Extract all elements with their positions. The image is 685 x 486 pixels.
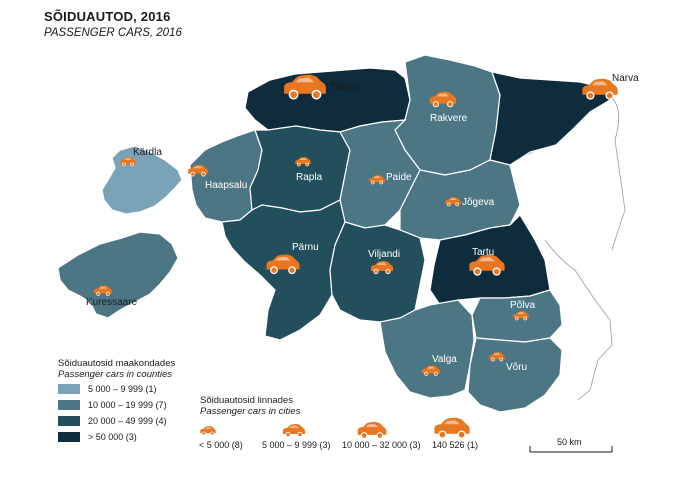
- city-label: Narva: [612, 73, 639, 84]
- city-label: Rakvere: [430, 113, 468, 124]
- legend-swatch: [58, 400, 80, 410]
- legend-swatch: [58, 416, 80, 426]
- city-label: Jõgeva: [462, 197, 495, 208]
- city-label: Rapla: [296, 172, 323, 183]
- car-icon-large: [357, 421, 387, 440]
- county-saare: [57, 231, 179, 319]
- cities-legend-label: 140 526 (1): [432, 440, 479, 450]
- city-label: Tartu: [472, 247, 494, 258]
- cities-legend-label: 10 000 – 32 000 (3): [342, 440, 421, 450]
- cities-legend-label: < 5 000 (8): [199, 440, 243, 450]
- county-rapla: [249, 125, 351, 213]
- border-outline: [607, 94, 626, 251]
- cities-legend-label: 5 000 – 9 999 (3): [262, 440, 331, 450]
- scale-bar-label: 50 km: [557, 437, 582, 447]
- city-label: Põlva: [510, 300, 535, 311]
- scale-bar: [529, 446, 613, 453]
- county-ida-viru: [489, 71, 611, 166]
- county-parnu: [221, 199, 346, 341]
- legend-class-1: 5 000 – 9 999 (1): [58, 382, 157, 396]
- city-label: Tallinn: [330, 82, 358, 93]
- city-label: Paide: [386, 172, 412, 183]
- legend-class-4: > 50 000 (3): [58, 430, 137, 444]
- cities-legend-heading: Sõiduautosid linnades Passenger cars in …: [200, 395, 301, 417]
- map-subtitle: PASSENGER CARS, 2016: [44, 27, 182, 39]
- map-title: SÕIDUAUTOD, 2016: [44, 9, 171, 24]
- car-icon-xlarge: [433, 416, 471, 439]
- counties-legend-heading: Sõiduautosid maakondades Passenger cars …: [58, 358, 176, 380]
- county-laane: [189, 129, 263, 223]
- legend-class-2: 10 000 – 19 999 (7): [58, 398, 167, 412]
- city-label: Haapsalu: [205, 180, 247, 191]
- city-label: Kuressaare: [86, 297, 138, 308]
- county-voru: [467, 337, 563, 413]
- legend-class-3: 20 000 – 49 999 (4): [58, 414, 167, 428]
- city-label: Viljandi: [368, 249, 400, 260]
- legend-swatch: [58, 384, 80, 394]
- city-label: Valga: [432, 354, 457, 365]
- city-label: Pärnu: [292, 242, 319, 253]
- car-icon-small: [199, 425, 217, 436]
- legend-swatch: [58, 432, 80, 442]
- city-label: Võru: [506, 362, 527, 373]
- city-label: Kärdla: [133, 147, 162, 158]
- car-icon-medium: [282, 423, 306, 438]
